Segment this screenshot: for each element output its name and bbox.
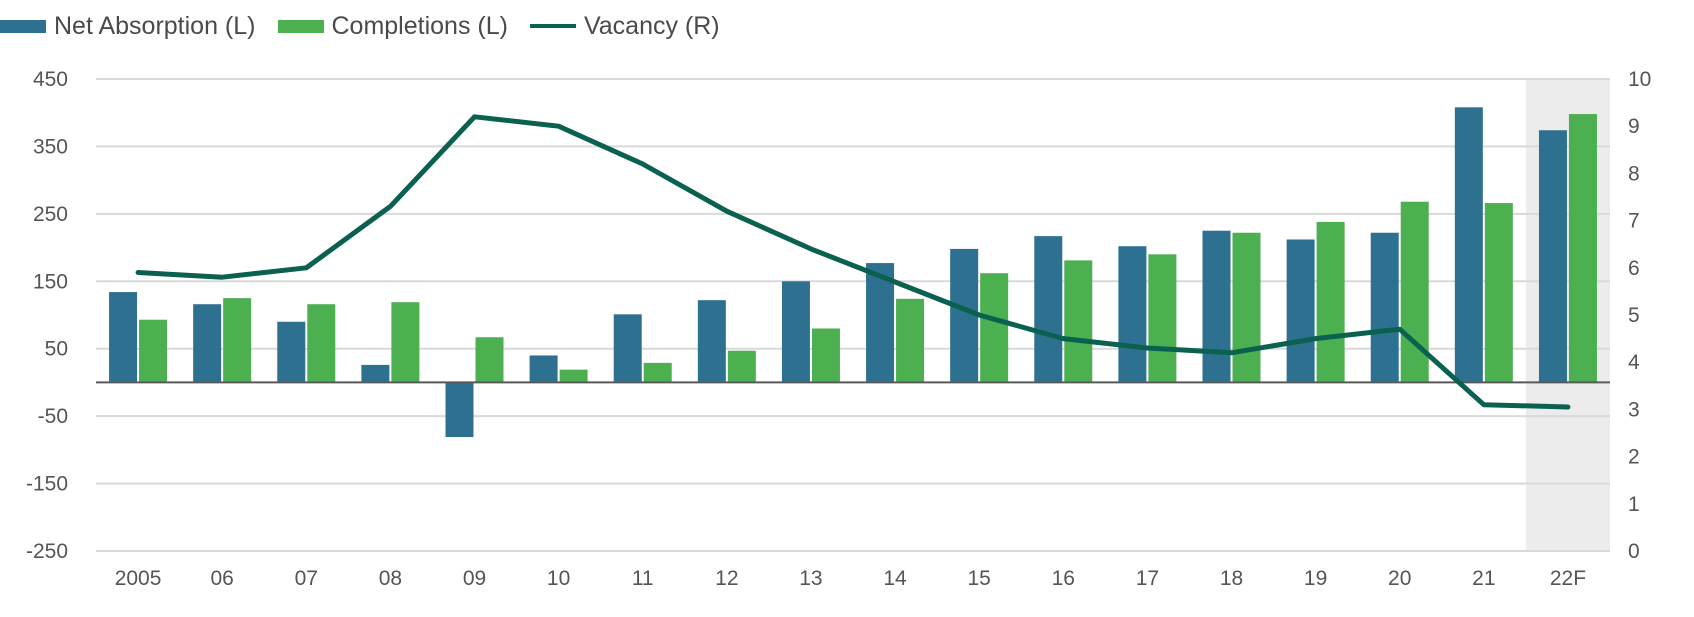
x-tick-label: 16: [1052, 567, 1075, 590]
x-tick-label: 09: [463, 567, 486, 590]
legend-item-completions: Completions (L): [277, 11, 508, 41]
bar-completions: [307, 304, 336, 383]
legend-label-vacancy: Vacancy (R): [583, 11, 720, 40]
bar-net-absorption: [697, 300, 726, 383]
y-right-tick-label: 3: [1628, 398, 1640, 421]
y-right-tick-label: 10: [1628, 68, 1651, 91]
bar-net-absorption: [866, 263, 895, 383]
bar-completions: [1148, 254, 1177, 383]
y-left-tick-label: 450: [33, 68, 68, 91]
x-tick-label: 13: [799, 567, 822, 590]
bar-completions: [643, 362, 672, 383]
bar-completions: [1568, 114, 1597, 383]
x-tick-label: 21: [1472, 567, 1495, 590]
x-tick-label: 20: [1388, 567, 1411, 590]
bar-completions: [727, 350, 756, 383]
bar-completions: [559, 369, 588, 383]
bar-net-absorption: [529, 355, 558, 383]
y-left-tick-label: 150: [33, 270, 68, 293]
y-left-tick-label: -150: [26, 473, 68, 496]
bar-net-absorption: [1370, 232, 1399, 383]
x-tick-label: 11: [632, 567, 654, 590]
x-tick-label: 15: [967, 567, 990, 590]
y-right-tick-label: 1: [1628, 493, 1640, 516]
x-tick-label: 07: [295, 567, 318, 590]
bar-completions: [139, 319, 168, 383]
bar-net-absorption: [109, 292, 138, 383]
x-tick-label: 12: [715, 567, 738, 590]
x-tick-label: 2005: [115, 567, 162, 590]
y-left-tick-label: 50: [45, 338, 68, 361]
bar-completions: [980, 273, 1009, 383]
legend-label-absorption: Net Absorption (L): [54, 11, 256, 40]
y-right-tick-label: 5: [1628, 304, 1640, 327]
bar-net-absorption: [1202, 230, 1231, 383]
bar-completions: [223, 298, 252, 383]
bar-completions: [391, 302, 420, 383]
x-tick-label: 10: [547, 567, 570, 590]
bar-net-absorption: [950, 248, 979, 383]
legend-label-completions: Completions (L): [331, 11, 508, 40]
x-tick-label: 14: [883, 567, 907, 590]
y-right-tick-label: 2: [1628, 446, 1640, 469]
bar-completions: [1064, 260, 1093, 383]
bar-completions: [1400, 201, 1429, 383]
y-left-tick-label: -50: [38, 405, 68, 428]
bar-completions: [896, 298, 925, 383]
x-tick-label: 17: [1136, 567, 1159, 590]
bar-net-absorption: [1286, 239, 1315, 383]
y-right-tick-label: 9: [1628, 115, 1640, 138]
bar-completions: [1316, 221, 1345, 383]
bar-net-absorption: [1454, 107, 1483, 383]
legend-swatch-vacancy: [529, 24, 576, 28]
y-right-tick-label: 6: [1628, 257, 1640, 280]
x-tick-label: 08: [379, 567, 402, 590]
legend-swatch-absorption: [0, 19, 46, 33]
bar-net-absorption: [781, 281, 810, 383]
y-right-tick-label: 0: [1628, 540, 1640, 563]
x-tick-label: 06: [210, 567, 233, 590]
bar-net-absorption: [1538, 130, 1567, 383]
bar-net-absorption: [613, 314, 642, 383]
y-right-tick-label: 8: [1628, 162, 1640, 185]
bar-net-absorption: [445, 382, 474, 438]
y-right-tick-label: 7: [1628, 210, 1640, 233]
x-tick-label: 22F: [1550, 567, 1586, 590]
y-left-tick-label: -250: [26, 540, 68, 563]
bar-net-absorption: [277, 321, 306, 383]
legend-item-absorption: Net Absorption (L): [0, 12, 256, 41]
y-right-tick-label: 4: [1628, 351, 1640, 374]
bar-completions: [1232, 232, 1261, 383]
x-tick-label: 19: [1304, 567, 1327, 590]
bar-completions: [811, 328, 840, 383]
bar-completions: [475, 337, 504, 383]
legend-item-vacancy: Vacancy (R): [529, 11, 720, 41]
y-left-tick-label: 350: [33, 135, 68, 158]
legend-swatch-completions: [277, 19, 324, 33]
vacancy-line: [135, 114, 1571, 410]
bar-net-absorption: [1034, 236, 1063, 383]
forecast-shade: [1525, 79, 1610, 551]
bar-net-absorption: [193, 304, 222, 383]
x-tick-label: 18: [1220, 567, 1243, 590]
chart-legend: Net Absorption (L) Completions (L) Vacan…: [0, 8, 742, 44]
bar-net-absorption: [1118, 246, 1147, 383]
bar-completions: [1484, 203, 1513, 383]
bar-net-absorption: [361, 364, 390, 383]
y-left-tick-label: 250: [33, 203, 68, 226]
